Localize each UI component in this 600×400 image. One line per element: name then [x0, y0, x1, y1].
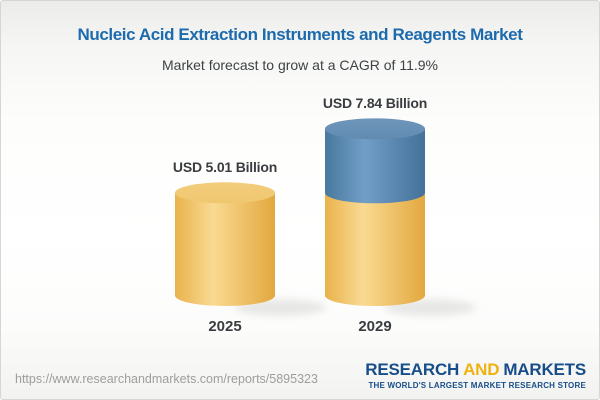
bar-2029-top-face [325, 118, 425, 140]
category-label-2025: 2025 [208, 318, 242, 335]
chart-subtitle: Market forecast to grow at a CAGR of 11.… [162, 57, 438, 73]
chart-title: Nucleic Acid Extraction Instruments and … [77, 25, 523, 44]
logo-tagline: THE WORLD'S LARGEST MARKET RESEARCH STOR… [368, 380, 586, 390]
logo-word-research: RESEARCH [365, 360, 460, 379]
bar-2029-growth-segment [325, 128, 425, 204]
logo-word-markets: MARKETS [503, 360, 586, 379]
bar-2025-body [175, 192, 275, 306]
source-url: https://www.researchandmarkets.com/repor… [15, 372, 318, 386]
bar-2029-base-segment [325, 192, 425, 306]
logo-wordmark: RESEARCH AND MARKETS [365, 361, 586, 379]
bars-group [175, 118, 476, 316]
value-label-2025: USD 5.01 Billion [172, 159, 278, 176]
logo-word-and: AND [463, 360, 500, 379]
bar-2025-top-face [175, 182, 275, 204]
research-and-markets-logo: RESEARCH AND MARKETS THE WORLD'S LARGEST M… [365, 361, 586, 390]
value-label-2029: USD 7.84 Billion [322, 95, 428, 112]
category-label-2029: 2029 [358, 318, 392, 335]
